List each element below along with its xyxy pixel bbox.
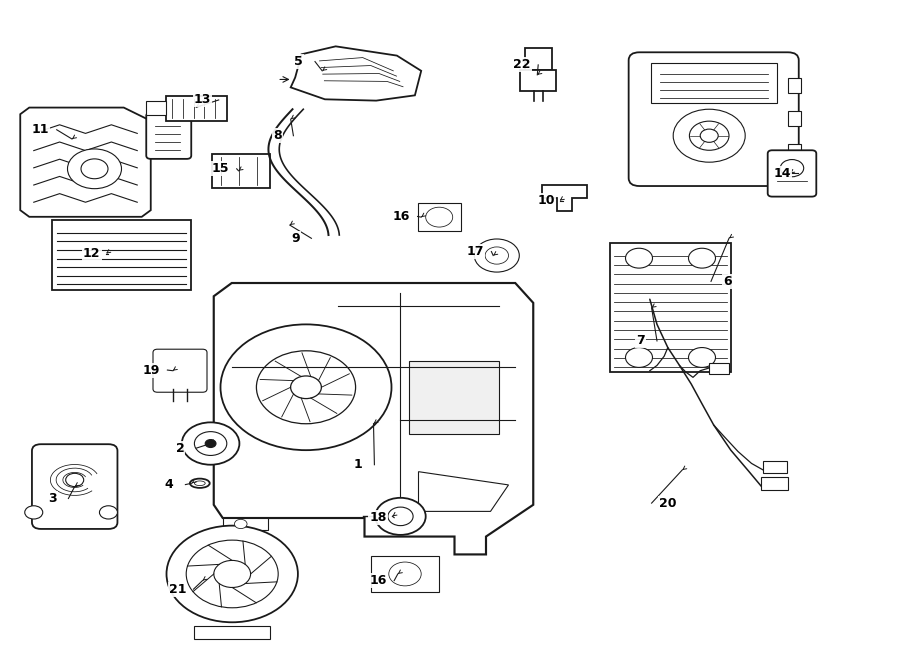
Text: 6: 6: [723, 275, 732, 288]
Circle shape: [700, 129, 718, 142]
Text: 10: 10: [537, 194, 555, 207]
Circle shape: [234, 519, 247, 528]
Circle shape: [220, 324, 392, 450]
Circle shape: [256, 351, 356, 424]
Circle shape: [291, 376, 321, 399]
Ellipse shape: [194, 481, 205, 486]
Text: 16: 16: [369, 574, 387, 587]
Circle shape: [66, 473, 84, 487]
Text: 15: 15: [212, 162, 230, 175]
FancyBboxPatch shape: [146, 113, 191, 159]
Circle shape: [194, 432, 227, 455]
Bar: [525, 48, 552, 70]
Circle shape: [626, 348, 652, 367]
Bar: [223, 518, 268, 530]
Bar: [788, 144, 801, 159]
Circle shape: [205, 440, 216, 448]
Bar: [788, 111, 801, 126]
Bar: [610, 243, 731, 372]
Bar: [194, 626, 270, 639]
Text: 9: 9: [291, 232, 300, 245]
Bar: [166, 96, 227, 121]
Bar: [372, 556, 439, 592]
Circle shape: [375, 498, 426, 535]
Bar: [52, 220, 192, 290]
Bar: [763, 461, 787, 473]
Bar: [760, 477, 788, 490]
Text: 21: 21: [168, 583, 186, 596]
Circle shape: [81, 159, 108, 179]
Circle shape: [182, 422, 239, 465]
Text: 11: 11: [32, 123, 50, 136]
Circle shape: [688, 348, 716, 367]
Polygon shape: [291, 46, 421, 101]
Text: 7: 7: [636, 334, 645, 348]
Text: 22: 22: [513, 58, 531, 71]
Text: 13: 13: [194, 93, 212, 107]
Text: 16: 16: [392, 210, 410, 223]
Text: 3: 3: [48, 492, 57, 505]
Polygon shape: [214, 283, 533, 554]
Circle shape: [68, 149, 122, 189]
Text: 2: 2: [176, 442, 184, 455]
Bar: [212, 154, 270, 188]
Polygon shape: [410, 361, 500, 434]
Bar: [520, 70, 556, 91]
Bar: [418, 203, 461, 231]
FancyBboxPatch shape: [628, 52, 799, 186]
Circle shape: [689, 121, 729, 150]
Text: 8: 8: [273, 129, 282, 142]
Circle shape: [426, 207, 453, 227]
Text: 1: 1: [354, 458, 363, 471]
Circle shape: [474, 239, 519, 272]
Circle shape: [626, 248, 652, 268]
Text: 20: 20: [659, 496, 677, 510]
Text: 12: 12: [83, 247, 101, 260]
Circle shape: [99, 506, 117, 519]
Circle shape: [25, 506, 43, 519]
Text: 4: 4: [165, 478, 174, 491]
Circle shape: [214, 561, 250, 587]
FancyBboxPatch shape: [32, 444, 117, 529]
Polygon shape: [21, 107, 150, 217]
Polygon shape: [542, 185, 587, 211]
Text: 18: 18: [369, 511, 387, 524]
Circle shape: [186, 540, 278, 608]
Bar: [651, 63, 777, 103]
Bar: [146, 101, 166, 115]
Bar: [709, 363, 729, 374]
Ellipse shape: [190, 479, 210, 488]
Circle shape: [485, 247, 508, 264]
FancyBboxPatch shape: [768, 150, 816, 197]
Circle shape: [673, 109, 745, 162]
Text: 19: 19: [142, 363, 160, 377]
Circle shape: [388, 507, 413, 526]
Circle shape: [166, 526, 298, 622]
Polygon shape: [418, 471, 508, 511]
Circle shape: [780, 160, 804, 177]
FancyBboxPatch shape: [153, 350, 207, 392]
Text: 17: 17: [466, 245, 484, 258]
Circle shape: [688, 248, 716, 268]
Text: 5: 5: [294, 55, 303, 68]
Bar: [788, 78, 801, 93]
Circle shape: [389, 562, 421, 586]
Text: 14: 14: [773, 167, 791, 180]
